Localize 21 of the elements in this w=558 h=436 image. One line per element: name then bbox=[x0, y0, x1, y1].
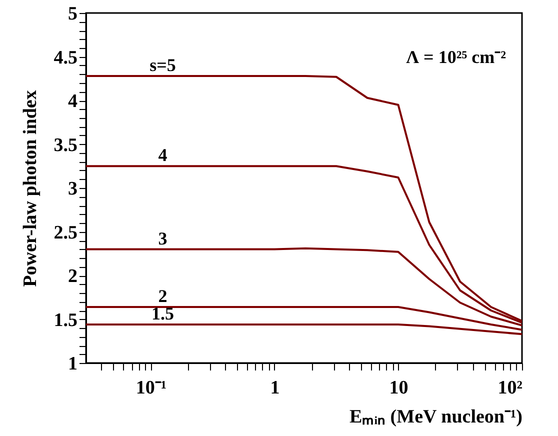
x-tick-label: 10² bbox=[498, 378, 523, 398]
series-label: 1.5 bbox=[151, 304, 174, 324]
x-tick-label: 10⁻¹ bbox=[136, 378, 167, 398]
y-axis-title: Power-law photon index bbox=[20, 90, 41, 287]
y-tick-label: 2.5 bbox=[54, 222, 78, 244]
y-tick-label: 1 bbox=[68, 354, 78, 374]
y-tick-label: 3 bbox=[68, 178, 78, 200]
series-label: 2 bbox=[158, 286, 168, 306]
series-label: 3 bbox=[158, 228, 168, 248]
y-tick-label: 2 bbox=[68, 266, 78, 287]
x-tick-label: 10 bbox=[389, 378, 408, 398]
y-tick-label: 3.5 bbox=[54, 134, 78, 156]
annotation: Λ = 10²⁵ cm⁻² bbox=[406, 47, 506, 67]
x-axis-title: Eₘᵢₙ (MeV nucleon⁻¹) bbox=[350, 406, 522, 428]
y-tick-label: 1.5 bbox=[54, 310, 78, 331]
series-label: 4 bbox=[158, 145, 168, 166]
y-tick-label: 4 bbox=[68, 91, 78, 112]
y-tick-label: 4.5 bbox=[54, 47, 78, 68]
series-label: s=5 bbox=[150, 55, 176, 75]
x-tick-label: 1 bbox=[270, 378, 280, 398]
y-tick-label: 5 bbox=[68, 4, 78, 24]
